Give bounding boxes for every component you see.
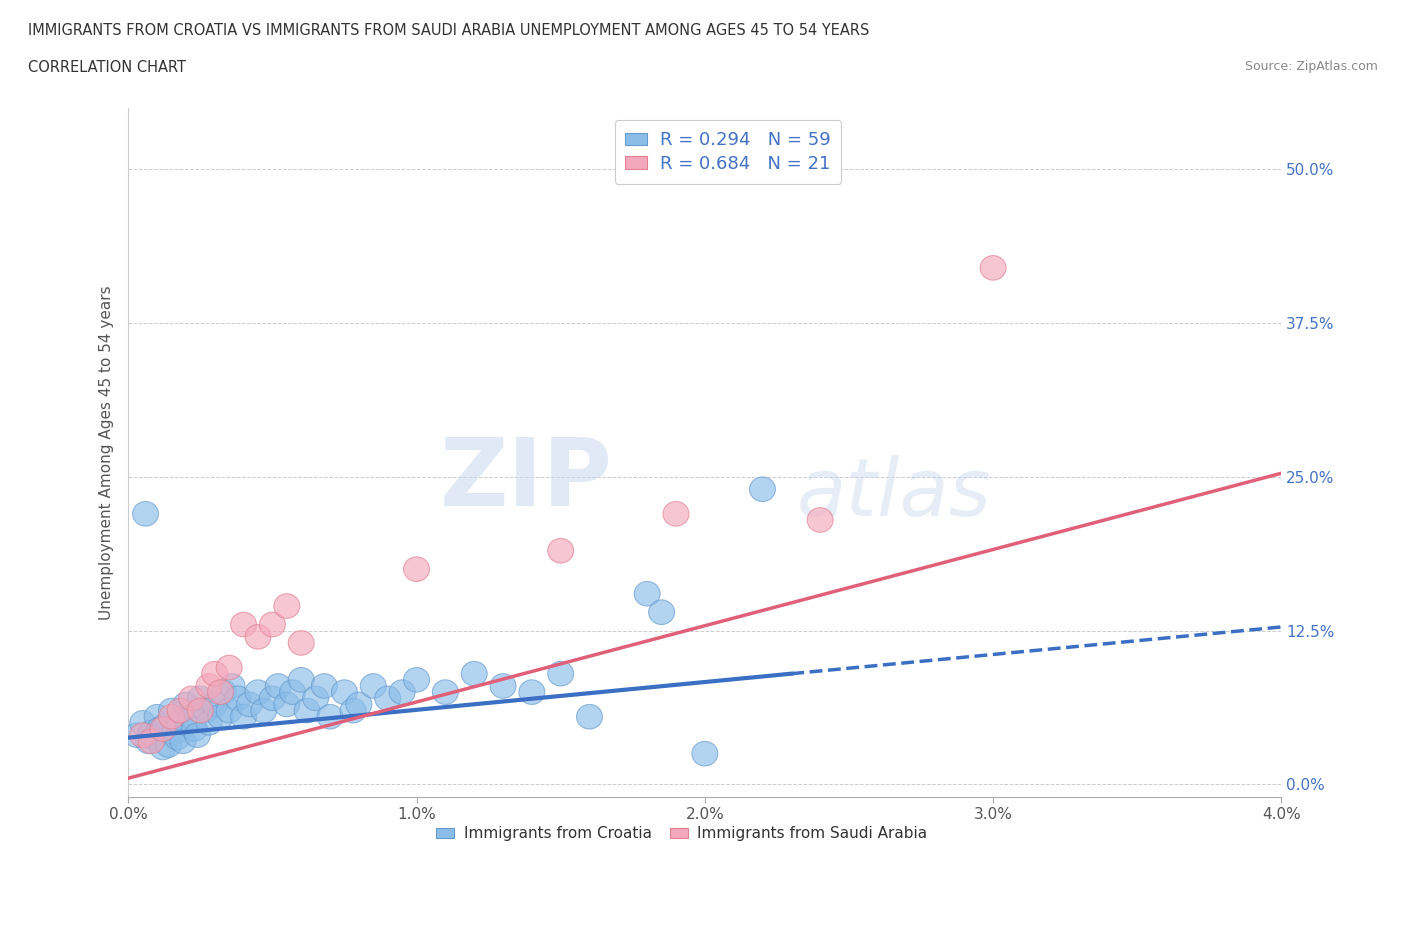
Ellipse shape	[217, 698, 242, 723]
Ellipse shape	[124, 723, 150, 748]
Ellipse shape	[179, 686, 205, 711]
Ellipse shape	[266, 673, 291, 698]
Ellipse shape	[162, 721, 187, 745]
Ellipse shape	[389, 680, 415, 704]
Ellipse shape	[181, 717, 208, 741]
Ellipse shape	[288, 668, 314, 692]
Ellipse shape	[138, 721, 165, 745]
Ellipse shape	[167, 711, 193, 736]
Ellipse shape	[211, 680, 236, 704]
Ellipse shape	[461, 661, 486, 686]
Ellipse shape	[219, 673, 245, 698]
Ellipse shape	[208, 704, 233, 729]
Ellipse shape	[360, 673, 387, 698]
Ellipse shape	[548, 661, 574, 686]
Text: atlas: atlas	[797, 455, 991, 533]
Ellipse shape	[340, 698, 366, 723]
Ellipse shape	[138, 729, 165, 753]
Ellipse shape	[231, 612, 256, 637]
Ellipse shape	[159, 704, 184, 729]
Ellipse shape	[184, 723, 211, 748]
Ellipse shape	[141, 725, 167, 750]
Ellipse shape	[132, 501, 159, 526]
Ellipse shape	[404, 668, 429, 692]
Ellipse shape	[150, 736, 176, 760]
Ellipse shape	[280, 680, 305, 704]
Ellipse shape	[980, 256, 1007, 280]
Ellipse shape	[491, 673, 516, 698]
Ellipse shape	[153, 713, 179, 737]
Ellipse shape	[404, 557, 429, 581]
Text: CORRELATION CHART: CORRELATION CHART	[28, 60, 186, 75]
Ellipse shape	[288, 631, 314, 656]
Ellipse shape	[634, 581, 661, 606]
Ellipse shape	[260, 686, 285, 711]
Ellipse shape	[187, 698, 214, 723]
Ellipse shape	[807, 508, 834, 532]
Ellipse shape	[692, 741, 718, 766]
Ellipse shape	[195, 673, 222, 698]
Ellipse shape	[129, 711, 156, 736]
Ellipse shape	[375, 686, 401, 711]
Ellipse shape	[159, 698, 184, 723]
Ellipse shape	[302, 686, 329, 711]
Ellipse shape	[193, 698, 219, 723]
Ellipse shape	[250, 698, 277, 723]
Ellipse shape	[236, 692, 263, 717]
Y-axis label: Unemployment Among Ages 45 to 54 years: Unemployment Among Ages 45 to 54 years	[100, 285, 114, 619]
Ellipse shape	[749, 477, 776, 501]
Ellipse shape	[202, 692, 228, 717]
Ellipse shape	[129, 723, 156, 748]
Ellipse shape	[346, 692, 371, 717]
Ellipse shape	[148, 717, 173, 741]
Ellipse shape	[156, 733, 181, 757]
Ellipse shape	[165, 725, 190, 750]
Ellipse shape	[202, 661, 228, 686]
Ellipse shape	[173, 692, 198, 717]
Ellipse shape	[294, 698, 321, 723]
Ellipse shape	[318, 704, 343, 729]
Ellipse shape	[187, 686, 214, 711]
Ellipse shape	[332, 680, 357, 704]
Ellipse shape	[231, 704, 256, 729]
Ellipse shape	[548, 538, 574, 563]
Ellipse shape	[170, 729, 195, 753]
Ellipse shape	[217, 656, 242, 680]
Ellipse shape	[225, 686, 250, 711]
Ellipse shape	[179, 704, 205, 729]
Ellipse shape	[167, 698, 193, 723]
Ellipse shape	[260, 612, 285, 637]
Ellipse shape	[576, 704, 603, 729]
Ellipse shape	[274, 692, 299, 717]
Text: ZIP: ZIP	[440, 434, 613, 525]
Ellipse shape	[245, 680, 271, 704]
Ellipse shape	[208, 680, 233, 704]
Ellipse shape	[245, 625, 271, 649]
Ellipse shape	[135, 729, 162, 753]
Ellipse shape	[150, 717, 176, 741]
Ellipse shape	[195, 711, 222, 736]
Ellipse shape	[519, 680, 544, 704]
Text: Source: ZipAtlas.com: Source: ZipAtlas.com	[1244, 60, 1378, 73]
Ellipse shape	[433, 680, 458, 704]
Legend: Immigrants from Croatia, Immigrants from Saudi Arabia: Immigrants from Croatia, Immigrants from…	[430, 820, 934, 847]
Ellipse shape	[311, 673, 337, 698]
Ellipse shape	[648, 600, 675, 625]
Text: IMMIGRANTS FROM CROATIA VS IMMIGRANTS FROM SAUDI ARABIA UNEMPLOYMENT AMONG AGES : IMMIGRANTS FROM CROATIA VS IMMIGRANTS FR…	[28, 23, 869, 38]
Ellipse shape	[143, 704, 170, 729]
Ellipse shape	[274, 593, 299, 618]
Ellipse shape	[664, 501, 689, 526]
